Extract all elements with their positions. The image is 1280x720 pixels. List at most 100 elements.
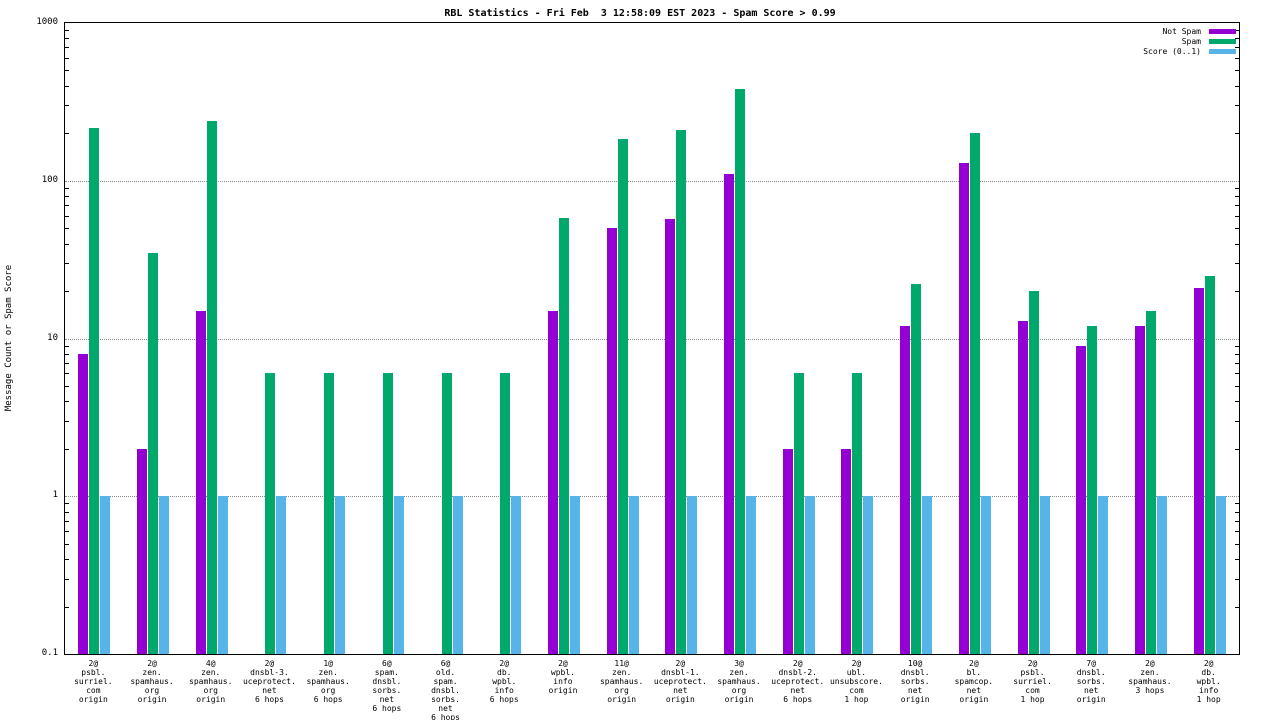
bar-not-spam-2	[137, 448, 148, 654]
y-minor-tick	[65, 511, 69, 513]
y-gridline	[65, 496, 1239, 498]
y-tick-label: 100	[41, 174, 58, 185]
x-category-line: 2@	[851, 659, 862, 668]
x-category-line: 2@	[147, 659, 157, 668]
bar-spam-15	[911, 284, 922, 654]
x-category-line: 6 hops	[372, 704, 402, 713]
x-category-line: net	[379, 695, 395, 704]
x-category-line: 2@	[1203, 659, 1214, 668]
bar-score-0-1-3	[217, 496, 228, 654]
y-minor-tick	[1235, 215, 1239, 217]
x-category-line: uceprotect.	[771, 677, 825, 686]
bar-score-0-1-15	[922, 496, 933, 654]
x-category-line: origin	[548, 686, 578, 695]
y-minor-tick	[1235, 531, 1239, 533]
legend-swatch-not-spam	[1209, 29, 1236, 34]
x-category-line: sorbs.	[431, 695, 460, 704]
x-category-line: origin	[665, 695, 695, 704]
bar-spam-9	[558, 218, 569, 654]
bar-spam-5	[324, 373, 335, 654]
bar-spam-11	[676, 129, 687, 654]
x-category-label-8: 2@ db. wpbl. info 6 hops	[475, 659, 534, 704]
x-category-line: spamhaus.	[599, 677, 644, 686]
y-minor-tick	[1235, 511, 1239, 513]
x-category-label-14: 2@ ubl. unsubscore. com 1 hop	[827, 659, 886, 704]
y-minor-tick	[1235, 187, 1239, 189]
y-minor-tick	[1235, 606, 1239, 608]
bar-not-spam-16	[958, 162, 969, 654]
y-minor-tick	[1235, 196, 1239, 198]
y-minor-tick	[1235, 133, 1239, 135]
y-minor-tick	[65, 57, 69, 59]
x-category-line: spamhaus.	[717, 677, 761, 686]
x-category-label-10: 11@ zen. spamhaus. org origin	[592, 659, 651, 704]
bar-spam-10	[617, 138, 628, 654]
x-category-line: 6 hops	[313, 695, 343, 704]
y-minor-tick	[65, 345, 69, 347]
x-category-line: 4@	[205, 659, 216, 668]
bar-score-0-1-2	[159, 496, 170, 654]
y-minor-tick	[1235, 38, 1239, 40]
x-category-line: net	[438, 704, 453, 713]
x-category-line: 2@	[792, 659, 803, 668]
y-minor-tick	[65, 105, 69, 107]
bar-score-0-1-20	[1215, 496, 1226, 654]
x-category-line: net	[673, 686, 688, 695]
x-category-label-13: 2@ dnsbl-2. uceprotect. net 6 hops	[768, 659, 827, 704]
x-category-line: 2@	[264, 659, 275, 668]
bar-not-spam-11	[665, 219, 676, 654]
x-category-line: db.	[1201, 668, 1216, 677]
x-category-label-18: 7@ dnsbl. sorbs. net origin	[1062, 659, 1121, 704]
bar-spam-19	[1145, 310, 1156, 654]
y-minor-tick	[65, 263, 69, 265]
legend-item-not-spam: Not Spam	[1143, 27, 1236, 36]
x-category-line: 2@	[1027, 659, 1038, 668]
y-minor-tick	[1235, 543, 1239, 545]
x-category-line: org	[320, 686, 336, 695]
y-minor-tick	[1235, 105, 1239, 107]
x-category-line: 1 hop	[1020, 695, 1045, 704]
y-minor-tick	[65, 578, 69, 580]
x-category-line: dnsbl-3.	[250, 668, 289, 677]
y-minor-tick	[1235, 70, 1239, 72]
bar-score-0-1-13	[804, 496, 815, 654]
y-minor-tick	[65, 606, 69, 608]
legend-swatch-spam	[1209, 39, 1236, 44]
y-minor-tick	[65, 385, 69, 387]
x-category-label-3: 4@ zen. spamhaus. org origin	[181, 659, 240, 704]
x-category-line: 10@	[907, 659, 923, 668]
bar-not-spam-1	[78, 353, 89, 654]
x-category-label-5: 1@ zen. spamhaus. org 6 hops	[299, 659, 358, 704]
y-minor-tick	[1235, 345, 1239, 347]
bar-not-spam-14	[841, 448, 852, 654]
x-category-line: dnsbl.	[900, 668, 930, 677]
x-category-line: 2@	[969, 659, 979, 668]
x-category-line: bl.	[966, 668, 982, 677]
x-category-line: 2@	[499, 659, 510, 668]
y-minor-tick	[65, 243, 69, 245]
y-minor-tick	[65, 70, 69, 72]
y-tick-label: 1	[52, 490, 58, 501]
y-minor-tick	[1235, 30, 1239, 32]
x-category-line: net	[790, 686, 805, 695]
bar-not-spam-12	[724, 174, 735, 654]
x-category-line: psbl.	[81, 668, 106, 677]
y-minor-tick	[1235, 205, 1239, 207]
bar-not-spam-18	[1076, 345, 1087, 654]
y-minor-tick	[65, 559, 69, 561]
x-category-label-2: 2@ zen. spamhaus. org origin	[123, 659, 182, 704]
x-category-line: com	[86, 686, 101, 695]
bar-not-spam-20	[1193, 287, 1204, 654]
x-category-line: wpbl.	[492, 677, 517, 686]
x-category-line: spamhaus.	[189, 677, 233, 686]
x-category-label-16: 2@ bl. spamcop. net origin	[945, 659, 1004, 704]
x-category-line: info	[553, 677, 573, 686]
x-category-line: org	[144, 686, 160, 695]
y-minor-tick	[1235, 373, 1239, 375]
x-category-line: psbl.	[1020, 668, 1045, 677]
x-category-label-6: 6@ spam. dnsbl. sorbs. net 6 hops	[358, 659, 417, 713]
y-minor-tick	[1235, 47, 1239, 49]
x-category-line: 2@	[675, 659, 686, 668]
y-tick-label: 1000	[36, 17, 58, 27]
y-minor-tick	[1235, 291, 1239, 292]
